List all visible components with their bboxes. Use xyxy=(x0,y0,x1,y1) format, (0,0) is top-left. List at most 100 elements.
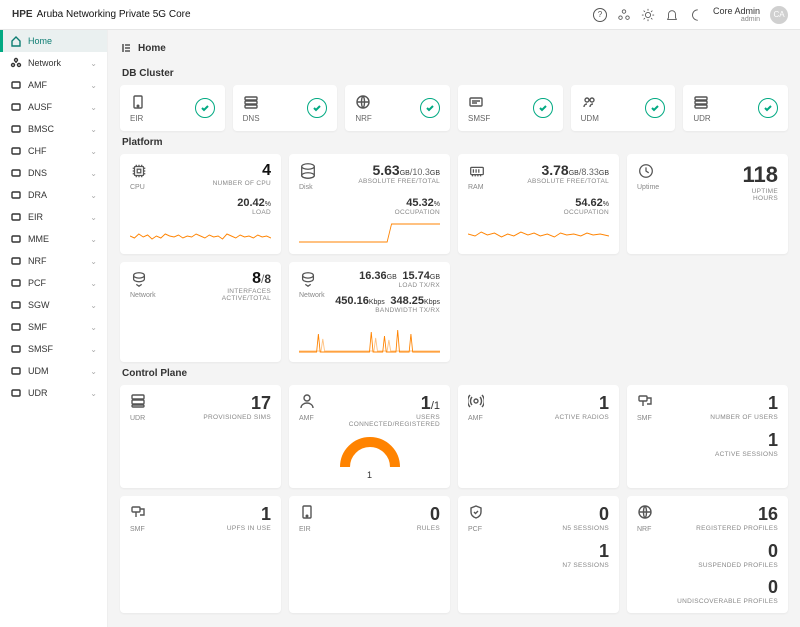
db-icon xyxy=(243,94,259,110)
sidebar-item-ausf[interactable]: AUSF⌄ xyxy=(0,96,107,118)
amf-connected: 1 xyxy=(421,393,431,413)
settings-icon[interactable] xyxy=(641,8,655,22)
topbar: HPE Aruba Networking Private 5G Core ? C… xyxy=(0,0,800,30)
ram-icon xyxy=(468,162,488,182)
sidebar-item-network[interactable]: Network⌄ xyxy=(0,52,107,74)
db-label: UDR xyxy=(693,114,710,123)
sidebar-icon xyxy=(10,299,22,311)
udr-card[interactable]: UDR 17PROVISIONED SIMS xyxy=(120,385,281,488)
smf-sessions: 1 xyxy=(637,430,778,451)
amf-users-card[interactable]: AMF 1/1USERSCONNECTED/REGISTERED 1 xyxy=(289,385,450,488)
interfaces-card[interactable]: Network 8/8 INTERFACES ACTIVE/TOTAL xyxy=(120,262,281,362)
bell-icon[interactable] xyxy=(665,8,679,22)
ram-occ-desc: OCCUPATION xyxy=(564,209,609,216)
pcf-label: PCF xyxy=(468,526,486,533)
eir-card[interactable]: EIR 0RULES xyxy=(289,496,450,613)
db-card-udr[interactable]: UDR xyxy=(683,85,788,131)
nrf-sus: 0 xyxy=(637,541,778,562)
smf-icon-2 xyxy=(130,504,148,523)
sidebar-item-dns[interactable]: DNS⌄ xyxy=(0,162,107,184)
pcf-card[interactable]: PCF 0N5 SESSIONS 1N7 SESSIONS xyxy=(458,496,619,613)
sidebar: HomeNetwork⌄AMF⌄AUSF⌄BMSC⌄CHF⌄DNS⌄DRA⌄EI… xyxy=(0,30,108,627)
db-card-udm[interactable]: UDM xyxy=(571,85,676,131)
amf-radios-desc: ACTIVE RADIOS xyxy=(555,414,609,421)
sidebar-item-smf[interactable]: SMF⌄ xyxy=(0,316,107,338)
smf-users-card[interactable]: SMF 1NUMBER OF USERS 1ACTIVE SESSIONS xyxy=(627,385,788,488)
main-content: Home DB Cluster EIRDNSNRFSMSFUDMUDR Plat… xyxy=(108,30,800,627)
disk-occ: 45.32 xyxy=(406,197,434,209)
sidebar-item-label: UDM xyxy=(28,366,49,376)
sidebar-item-chf[interactable]: CHF⌄ xyxy=(0,140,107,162)
db-card-smsf[interactable]: SMSF xyxy=(458,85,563,131)
sidebar-item-amf[interactable]: AMF⌄ xyxy=(0,74,107,96)
sidebar-item-udm[interactable]: UDM⌄ xyxy=(0,360,107,382)
db-card-nrf[interactable]: NRF xyxy=(345,85,450,131)
sidebar-item-eir[interactable]: EIR⌄ xyxy=(0,206,107,228)
nrf-card[interactable]: NRF 16REGISTERED PROFILES 0SUSPENDED PRO… xyxy=(627,496,788,613)
amf-users-desc: USERS xyxy=(349,414,440,421)
chevron-down-icon: ⌄ xyxy=(90,257,97,266)
nrf-reg-desc: REGISTERED PROFILES xyxy=(696,525,778,532)
sidebar-item-dra[interactable]: DRA⌄ xyxy=(0,184,107,206)
uptime-value: 118 xyxy=(743,162,779,188)
status-ok-icon xyxy=(645,98,665,118)
help-icon[interactable]: ? xyxy=(593,8,607,22)
status-ok-icon xyxy=(758,98,778,118)
sidebar-item-label: DRA xyxy=(28,190,47,200)
sidebar-icon xyxy=(10,321,22,333)
topbar-right: ? Core Admin admin CA xyxy=(593,6,788,24)
sidebar-item-pcf[interactable]: PCF⌄ xyxy=(0,272,107,294)
smf-upfs-card[interactable]: SMF 1UPFS IN USE xyxy=(120,496,281,613)
sidebar-item-label: SMSF xyxy=(28,344,53,354)
db-card-eir[interactable]: EIR xyxy=(120,85,225,131)
sidebar-item-label: NRF xyxy=(28,256,47,266)
sidebar-item-mme[interactable]: MME⌄ xyxy=(0,228,107,250)
cluster-icon[interactable] xyxy=(617,8,631,22)
collapse-icon[interactable] xyxy=(120,42,132,54)
db-cluster-row: EIRDNSNRFSMSFUDM UDR xyxy=(120,85,788,131)
nrf-reg: 16 xyxy=(696,504,778,525)
sidebar-item-home[interactable]: Home xyxy=(0,30,107,52)
gauge-chart xyxy=(335,432,405,472)
chevron-down-icon: ⌄ xyxy=(90,235,97,244)
cpu-card[interactable]: CPU 4 NUMBER OF CPU 20.42% LOAD xyxy=(120,154,281,254)
disk-card[interactable]: Disk 5.63GB/10.3GB ABSOLUTE FREE/TOTAL 4… xyxy=(289,154,450,254)
avatar[interactable]: CA xyxy=(770,6,788,24)
sidebar-icon xyxy=(10,343,22,355)
sidebar-icon xyxy=(10,79,22,91)
sidebar-item-udr[interactable]: UDR⌄ xyxy=(0,382,107,404)
ram-total: 8.33 xyxy=(581,167,599,177)
db-icon xyxy=(581,94,597,110)
cpu-load: 20.42 xyxy=(237,197,265,209)
platform-title: Platform xyxy=(122,137,788,148)
sidebar-item-label: Network xyxy=(28,58,61,68)
cpu-load-desc: LOAD xyxy=(237,209,271,216)
sidebar-icon xyxy=(10,255,22,267)
amf-radios-card[interactable]: AMF 1ACTIVE RADIOS xyxy=(458,385,619,488)
globe-icon xyxy=(637,504,655,523)
network-label: Network xyxy=(299,292,325,299)
cpu-label: CPU xyxy=(130,184,150,191)
ram-card[interactable]: RAM 3.78GB/8.33GB ABSOLUTE FREE/TOTAL 54… xyxy=(458,154,619,254)
db-card-dns[interactable]: DNS xyxy=(233,85,338,131)
uptime-card[interactable]: Uptime 118 UPTIME HOURS xyxy=(627,154,788,254)
sidebar-item-sgw[interactable]: SGW⌄ xyxy=(0,294,107,316)
uptime-desc: UPTIME xyxy=(743,188,779,195)
net-tx: 16.36 xyxy=(359,270,387,282)
disk-sparkline xyxy=(299,216,440,246)
sidebar-icon xyxy=(10,189,22,201)
chevron-down-icon: ⌄ xyxy=(90,301,97,310)
network-card[interactable]: Network 16.36GB 15.74GB LOAD TX/RX 450.1… xyxy=(289,262,450,362)
ram-occ-unit: % xyxy=(603,201,609,208)
sidebar-item-bmsc[interactable]: BMSC⌄ xyxy=(0,118,107,140)
sidebar-item-nrf[interactable]: NRF ⌄ xyxy=(0,250,107,272)
sidebar-item-label: AMF xyxy=(28,80,47,90)
smf-users-desc: NUMBER OF USERS xyxy=(710,414,778,421)
user-block[interactable]: Core Admin admin xyxy=(713,7,760,23)
chevron-down-icon: ⌄ xyxy=(90,345,97,354)
nrf-label: NRF xyxy=(637,526,655,533)
chevron-down-icon: ⌄ xyxy=(90,389,97,398)
device-icon xyxy=(299,504,317,523)
sidebar-item-smsf[interactable]: SMSF ⌄ xyxy=(0,338,107,360)
theme-icon[interactable] xyxy=(689,8,703,22)
